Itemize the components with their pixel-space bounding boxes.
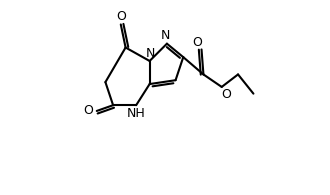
Text: O: O: [192, 36, 202, 49]
Text: N: N: [146, 47, 155, 60]
Text: O: O: [116, 10, 126, 23]
Text: O: O: [221, 88, 231, 101]
Text: O: O: [83, 105, 93, 117]
Text: NH: NH: [127, 107, 146, 120]
Text: N: N: [160, 29, 170, 43]
